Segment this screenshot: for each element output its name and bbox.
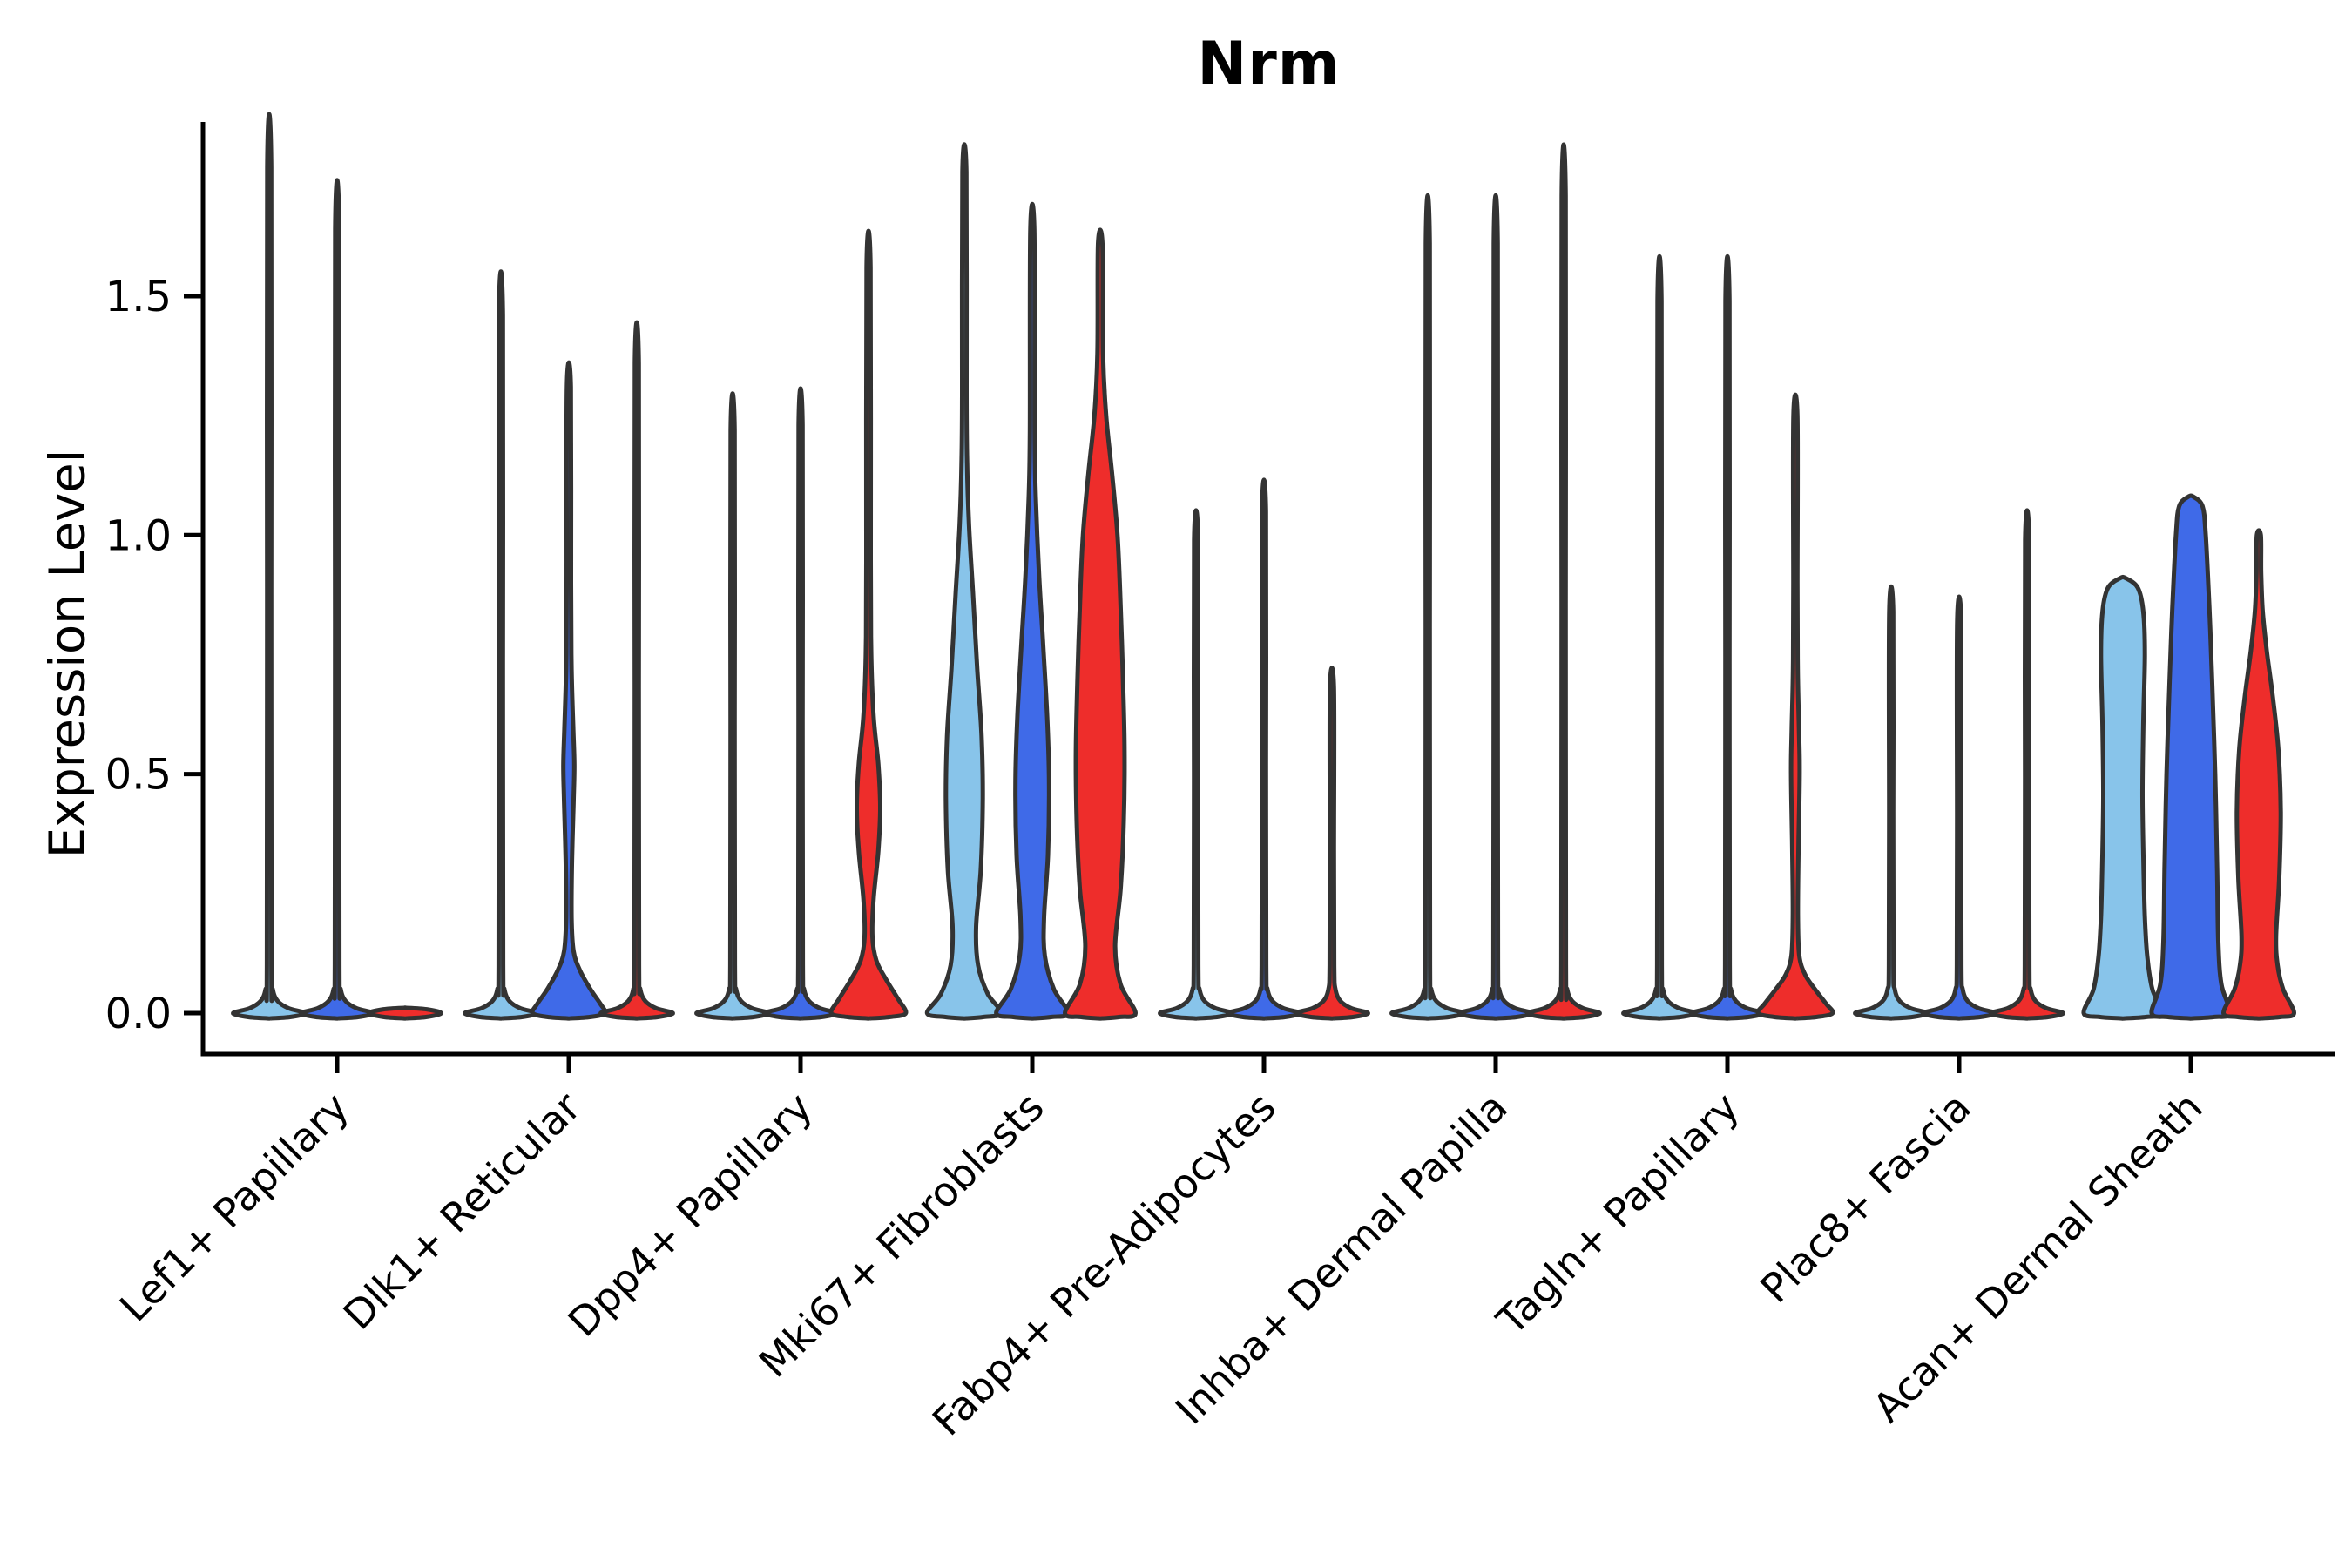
- violin-4-3: [1063, 227, 1138, 1021]
- violin-7-3: [1755, 392, 1835, 1021]
- violin-9-2: [2149, 493, 2233, 1021]
- violin-9-1: [2081, 574, 2165, 1021]
- violin-5-3: [1294, 666, 1370, 1021]
- x-tick-label: Plac8+ Fascia: [1751, 1084, 1979, 1312]
- violin-7-2: [1689, 253, 1766, 1021]
- violin-1-2: [299, 178, 375, 1021]
- y-tick-label: 1.0: [105, 511, 172, 560]
- x-tick-label: Lef1+ Papillary: [111, 1084, 358, 1331]
- y-tick-label: 1.5: [105, 273, 172, 321]
- violin-6-1: [1389, 193, 1466, 1021]
- violin-2-3: [598, 320, 675, 1021]
- violin-8-2: [1921, 594, 1997, 1021]
- x-tick-label: Dlk1+ Reticular: [335, 1084, 590, 1339]
- y-tick-label: 0.5: [105, 751, 172, 800]
- y-tick-label: 0.0: [105, 990, 172, 1038]
- chart-title: Nrm: [1197, 30, 1341, 98]
- violin-3-3: [828, 228, 909, 1021]
- violin-7-1: [1621, 253, 1698, 1021]
- violin-5-2: [1226, 477, 1302, 1021]
- violin-2-1: [463, 269, 539, 1021]
- violin-4-2: [994, 202, 1071, 1021]
- violin-3-2: [762, 386, 839, 1021]
- violin-6-3: [1525, 142, 1602, 1021]
- x-tick-label: Tagln+ Papillary: [1487, 1084, 1748, 1345]
- violin-5-1: [1158, 508, 1234, 1021]
- violin-8-3: [1989, 508, 2065, 1021]
- violin-4-1: [924, 142, 1004, 1021]
- violin-1-1: [231, 112, 308, 1021]
- violin-6-2: [1457, 193, 1534, 1021]
- x-tick-label: Dpp4+ Papillary: [559, 1084, 821, 1346]
- violin-8-1: [1853, 585, 1930, 1021]
- violin-2-2: [530, 360, 608, 1021]
- violin-3-1: [694, 391, 771, 1021]
- violin-1-3: [367, 1005, 443, 1021]
- violin-9-3: [2221, 528, 2296, 1021]
